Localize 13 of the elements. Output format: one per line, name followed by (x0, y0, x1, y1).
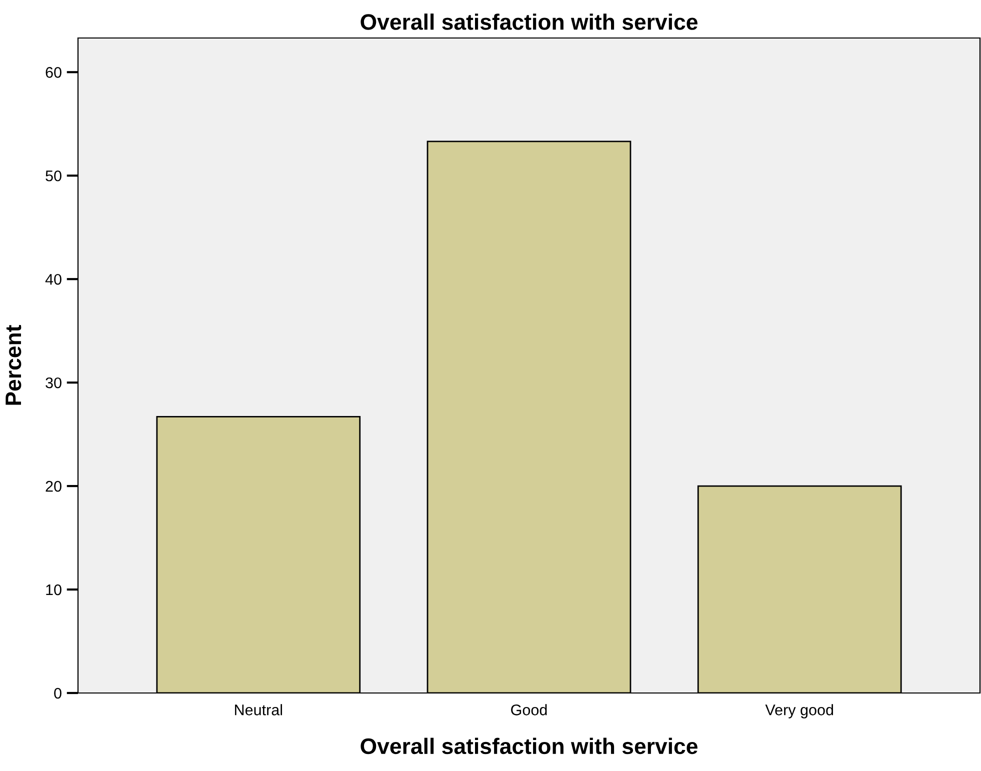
y-tick-label: 30 (46, 377, 62, 388)
x-tick-label: Very good (765, 704, 834, 718)
chart-title: Overall satisfaction with service (360, 14, 698, 30)
y-tick-label: 10 (46, 584, 62, 596)
y-tick-label: 0 (54, 688, 62, 699)
y-axis-title: Percent (6, 325, 22, 405)
y-tick-label: 20 (46, 480, 62, 492)
y-tick-label: 40 (45, 274, 62, 285)
x-tick-label: Neutral (235, 704, 282, 716)
x-axis-title: Overall satisfaction with service (360, 738, 698, 754)
x-tick-label: Good (511, 704, 547, 716)
y-tick-label: 50 (46, 170, 62, 182)
y-tick-label: 60 (46, 67, 62, 78)
